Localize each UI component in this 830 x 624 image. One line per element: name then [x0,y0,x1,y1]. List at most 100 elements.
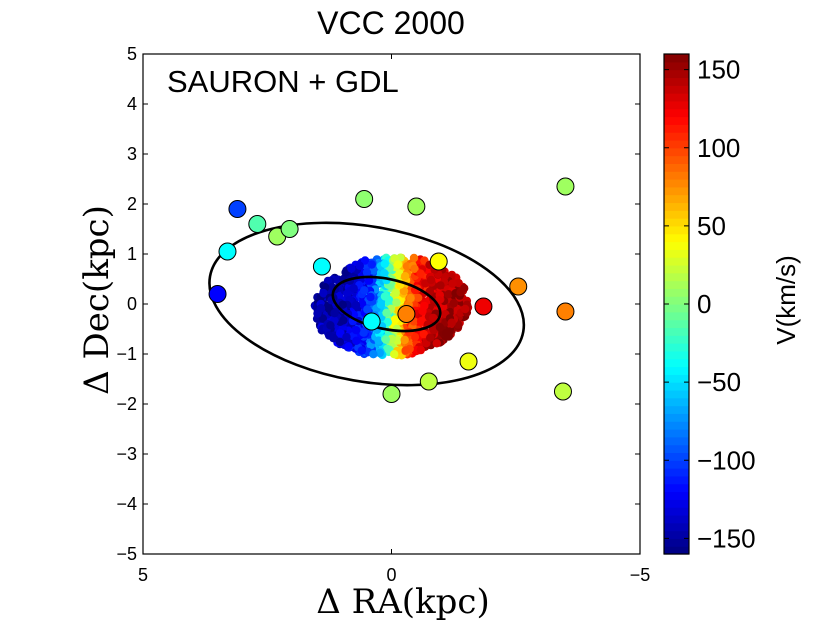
ifu-spaxel [390,350,399,359]
colorbar-band [664,241,689,250]
colorbar-band [664,124,689,133]
ifu-spaxel [416,345,425,355]
gc-points [208,177,575,403]
ifu-spaxel [426,275,436,285]
colorbar-band [664,468,689,477]
x-axis-label: Δ RA(kpc) [316,582,489,622]
ifu-spaxel [380,259,389,268]
ifu-spaxel [390,315,400,324]
colorbar-ticks: −150 −100 −50 0 50 100 150 [664,55,756,553]
colorbar-band [664,100,689,110]
y-tick-label: 2 [127,194,137,214]
ifu-spaxel [351,301,361,310]
ifu-spaxel [461,304,470,314]
y-tick-label: 1 [127,244,137,264]
gc-point [474,297,493,316]
gc-point [556,302,575,321]
colorbar-tick-label: −50 [697,367,741,397]
colorbar-band [664,61,689,71]
ifu-spaxel [447,318,456,327]
ifu-spaxel [400,272,410,281]
colorbar-band [664,436,689,446]
colorbar-band [664,522,689,532]
ifu-spaxel [445,327,454,336]
colorbar-band [664,257,689,266]
isophote-ellipses [208,221,526,387]
ifu-spaxel [393,260,403,269]
ifu-spaxel [363,305,372,314]
colorbar-band [664,288,689,297]
ifu-spaxel [410,332,420,342]
ifu-spaxel [326,321,335,330]
ifu-spaxel [352,336,361,345]
outer-ellipse [208,221,526,387]
gc-point [556,177,575,196]
y-axis-label: Δ Dec(kpc) [77,205,117,395]
colorbar-band [664,483,689,493]
colorbar-band [664,171,689,180]
ifu-spaxel [367,260,376,269]
colorbar-band [664,163,689,172]
ifu-spaxel [410,264,419,273]
ifu-spaxel [349,284,358,293]
ifu-spaxel [400,335,409,345]
colorbar-band [664,429,689,438]
ifu-spaxel [419,329,428,339]
gc-point [228,200,247,218]
ifu-spaxel [384,298,394,307]
y-tick-label: −2 [116,394,137,414]
gc-point [248,215,267,233]
colorbar-band [664,507,689,516]
ifu-spaxel [429,313,438,323]
ifu-spaxel [432,339,441,348]
ifu-spaxel [380,269,389,278]
colorbar-band [664,389,689,399]
ifu-spaxel [401,346,410,355]
colorbar-band [664,475,689,485]
ifu-spaxel [416,317,426,326]
ifu-spaxel [336,329,345,338]
colorbar-band [664,530,689,539]
colorbar-band [664,210,689,219]
ifu-spaxel [323,276,333,286]
ifu-spaxel [414,293,423,302]
ifu-spaxel [347,264,356,273]
ifu-spaxel [448,279,457,288]
gc-point [407,197,426,216]
colorbar-band [664,452,689,461]
ifu-spaxel [406,293,415,303]
ifu-spaxel [420,301,429,311]
colorbar-band [664,249,689,258]
ifu-spaxel [454,278,463,288]
colorbar-band [664,327,689,336]
colorbar-tick-label: 150 [697,55,740,85]
colorbar-band [664,77,689,86]
colorbar-band [664,264,689,274]
y-tick-label: 3 [127,144,137,164]
ifu-spaxel [324,331,334,340]
gc-point [312,257,331,276]
gc-point [362,312,381,331]
ifu-spaxel [382,308,391,317]
gc-point [553,382,572,401]
colorbar-band [664,280,689,289]
ifu-spaxel [344,342,353,351]
colorbar-band [664,413,689,422]
ifu-spaxel [355,261,364,270]
ifu-spaxel [369,350,378,359]
colorbar-band [664,202,689,211]
ifu-spaxel [359,328,368,337]
gc-point [429,252,448,271]
ifu-spaxel [435,323,445,332]
ifu-spaxel [342,332,351,342]
y-tick-label: 4 [127,94,137,114]
colorbar-band [664,272,689,282]
colorbar-label: V(km/s) [771,255,801,345]
colorbar-band [664,546,689,555]
gc-point [397,305,416,323]
ifu-spaxel [335,337,345,347]
gc-point [355,190,374,208]
colorbar-tick-label: 50 [697,211,726,241]
colorbar-band [664,54,689,63]
